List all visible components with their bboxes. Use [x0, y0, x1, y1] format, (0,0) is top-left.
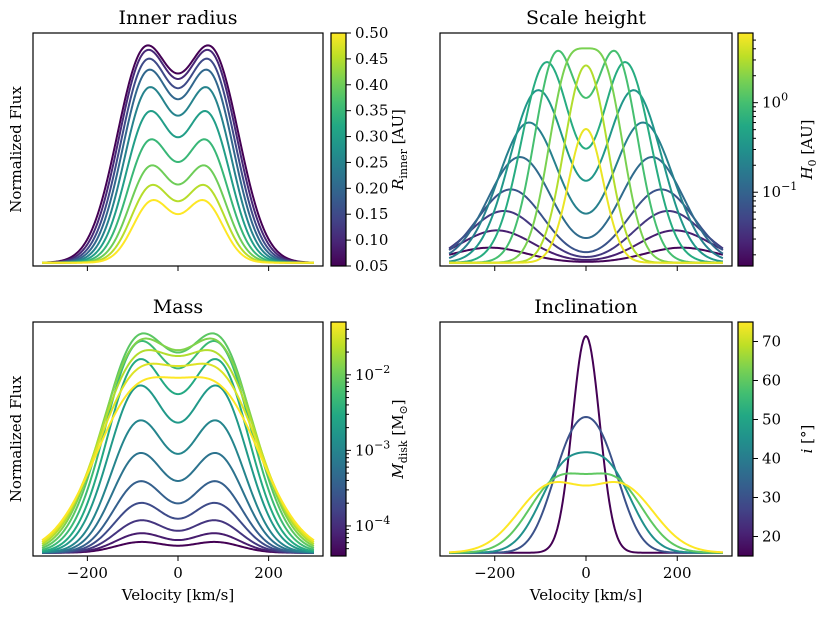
- colorbar-tick-label: 0.45: [355, 50, 388, 68]
- series-line-0: [42, 44, 314, 264]
- series-line-10: [41, 332, 315, 550]
- colorbar-frame: [737, 321, 754, 557]
- plot-frame: [32, 321, 324, 557]
- colorbar: [331, 33, 346, 266]
- x-tick-label: 0: [581, 564, 591, 582]
- chart-title: Mass: [153, 296, 203, 318]
- series-line-1: [42, 532, 314, 554]
- series-line-3: [42, 501, 314, 554]
- chart-panel-3: Inclination −200 0 200 Velocity [km/s] 20 30 40…: [439, 296, 816, 604]
- colorbar-tick-label: 20: [762, 528, 781, 546]
- x-tick-label: 0: [173, 564, 183, 582]
- series-line-6: [42, 419, 314, 554]
- series-line-1: [449, 415, 723, 554]
- series-line-2: [449, 451, 723, 554]
- colorbar-tick-label: 60: [762, 372, 781, 390]
- series-line-5: [42, 451, 314, 554]
- series-line-7: [449, 61, 723, 264]
- series-line-9: [42, 199, 314, 264]
- colorbar-label: i [°]: [798, 425, 816, 454]
- series-line-9: [41, 339, 315, 551]
- series-group: [42, 44, 314, 264]
- colorbar-tick-label: 30: [762, 489, 781, 507]
- chart-panel-1: Scale height 10−1 100 H0 [AU]: [439, 7, 819, 271]
- series-group: [41, 332, 315, 554]
- x-axis-label: Velocity [km/s]: [529, 586, 642, 604]
- colorbar-tick-label: 70: [762, 333, 781, 351]
- series-line-5: [42, 110, 314, 264]
- colorbar-tick-label: 10−1: [762, 180, 797, 201]
- x-tick-label: −200: [474, 564, 515, 582]
- colorbar-tick-label: 0.15: [355, 205, 388, 223]
- x-axis-label: Velocity [km/s]: [121, 586, 234, 604]
- series-line-4: [449, 481, 723, 554]
- series-line-2: [448, 209, 724, 258]
- series-line-8: [41, 358, 315, 553]
- colorbar-frame: [330, 321, 347, 557]
- series-group: [448, 47, 724, 264]
- y-axis-label: Normalized Flux: [7, 86, 25, 213]
- series-line-2: [42, 519, 314, 554]
- colorbar-label: H0 [AU]: [798, 119, 819, 180]
- chart-panel-2: Mass −200 0 200 Velocity [km/s] Normalized Fl…: [7, 296, 410, 604]
- chart-title: Inclination: [534, 296, 638, 318]
- series-line-4: [42, 480, 314, 554]
- series-line-6: [42, 138, 314, 264]
- series-line-7: [41, 384, 315, 553]
- series-line-4: [448, 156, 724, 255]
- colorbar-tick-label: 10−4: [355, 514, 390, 535]
- colorbar: [738, 322, 753, 556]
- series-line-3: [448, 188, 724, 254]
- colorbar-tick-label: 50: [762, 411, 781, 429]
- series-line-2: [42, 57, 314, 264]
- series-line-6: [448, 89, 724, 263]
- series-line-3: [449, 472, 723, 554]
- colorbar-tick-label: 0.25: [355, 153, 388, 171]
- colorbar-tick-label: 100: [762, 91, 788, 112]
- plot-frame: [439, 321, 733, 557]
- colorbar-tick-label: 0.05: [355, 257, 388, 275]
- colorbar: [331, 322, 346, 556]
- series-group: [449, 335, 723, 554]
- x-tick-label: 200: [254, 564, 283, 582]
- series-line-8: [449, 49, 723, 264]
- colorbar-tick-label: 0.30: [355, 128, 388, 146]
- colorbar-tick-label: 10−3: [355, 438, 390, 459]
- colorbar-tick-label: 0.40: [355, 76, 388, 94]
- series-line-5: [448, 121, 724, 260]
- colorbar-label: Mdisk [M⊙]: [389, 399, 410, 479]
- series-line-1: [42, 48, 314, 264]
- colorbar-tick-label: 0.50: [355, 24, 388, 42]
- chart-title: Scale height: [526, 7, 646, 29]
- colorbar-frame: [330, 32, 347, 267]
- series-line-3: [42, 68, 314, 264]
- series-line-11: [449, 128, 723, 264]
- x-tick-label: 200: [663, 564, 692, 582]
- x-tick-label: −200: [67, 564, 108, 582]
- series-line-10: [449, 64, 723, 264]
- series-line-1: [448, 229, 724, 261]
- series-line-0: [448, 246, 724, 263]
- colorbar-tick-label: 10−2: [355, 363, 390, 384]
- colorbar-tick-label: 0.10: [355, 231, 388, 249]
- series-line-0: [449, 335, 723, 554]
- colorbar: [738, 33, 753, 266]
- series-line-14: [41, 376, 315, 542]
- colorbar-tick-label: 40: [762, 450, 781, 468]
- chart-panel-0: Inner radius Normalized Flux 0.05 0.10 0.15 0…: [7, 7, 410, 275]
- chart-title: Inner radius: [119, 7, 238, 29]
- colorbar-tick-label: 0.35: [355, 102, 388, 120]
- y-axis-label: Normalized Flux: [7, 375, 25, 502]
- series-line-4: [42, 86, 314, 264]
- colorbar-label: Rinner [AU]: [389, 109, 410, 191]
- colorbar-tick-label: 0.20: [355, 179, 388, 197]
- plot-frame: [32, 32, 324, 267]
